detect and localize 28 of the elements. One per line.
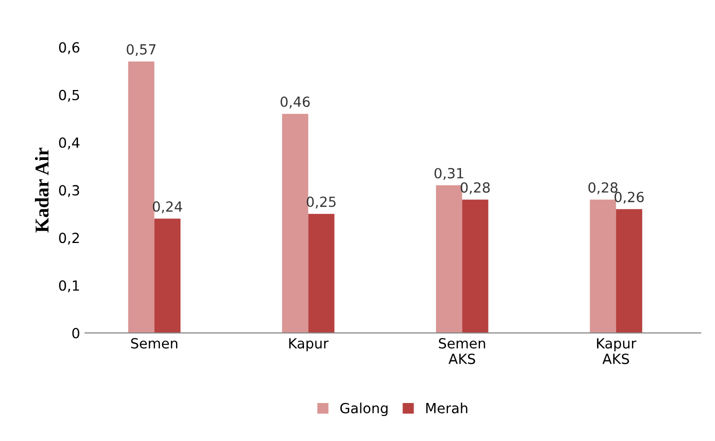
- legend-label: Merah: [426, 402, 468, 414]
- bar: [128, 61, 154, 333]
- data-label: 0,24: [152, 201, 182, 214]
- x-tick-label: Kapur: [289, 338, 329, 352]
- bar: [282, 114, 308, 333]
- data-label: 0,28: [460, 182, 490, 194]
- data-label: 0,46: [280, 96, 310, 108]
- data-label: 0,31: [434, 168, 464, 180]
- y-tick-label: 0,2: [59, 232, 79, 245]
- y-tick-label: 0,6: [59, 42, 80, 54]
- y-axis-title: Kadar Air: [34, 148, 49, 233]
- data-label: 0,57: [126, 44, 156, 56]
- legend-label: Galong: [340, 402, 388, 416]
- data-label: 0,25: [306, 196, 336, 208]
- bar: [462, 200, 488, 333]
- bar: [308, 214, 334, 333]
- y-tick-label: 0,3: [59, 185, 80, 197]
- y-tick-label: 0,5: [59, 90, 80, 102]
- y-tick-label: 0,1: [59, 280, 79, 292]
- bar: [616, 209, 642, 333]
- bar: [590, 200, 616, 333]
- x-tick-label: Semen AKS: [438, 338, 486, 364]
- x-tick-label: Kapur AKS: [597, 338, 636, 364]
- bar: [154, 218, 181, 333]
- bar: [436, 185, 462, 333]
- x-tick-label: Semen: [131, 338, 178, 349]
- y-tick-label: 0,4: [59, 137, 80, 150]
- y-tick-label: 0: [72, 328, 80, 338]
